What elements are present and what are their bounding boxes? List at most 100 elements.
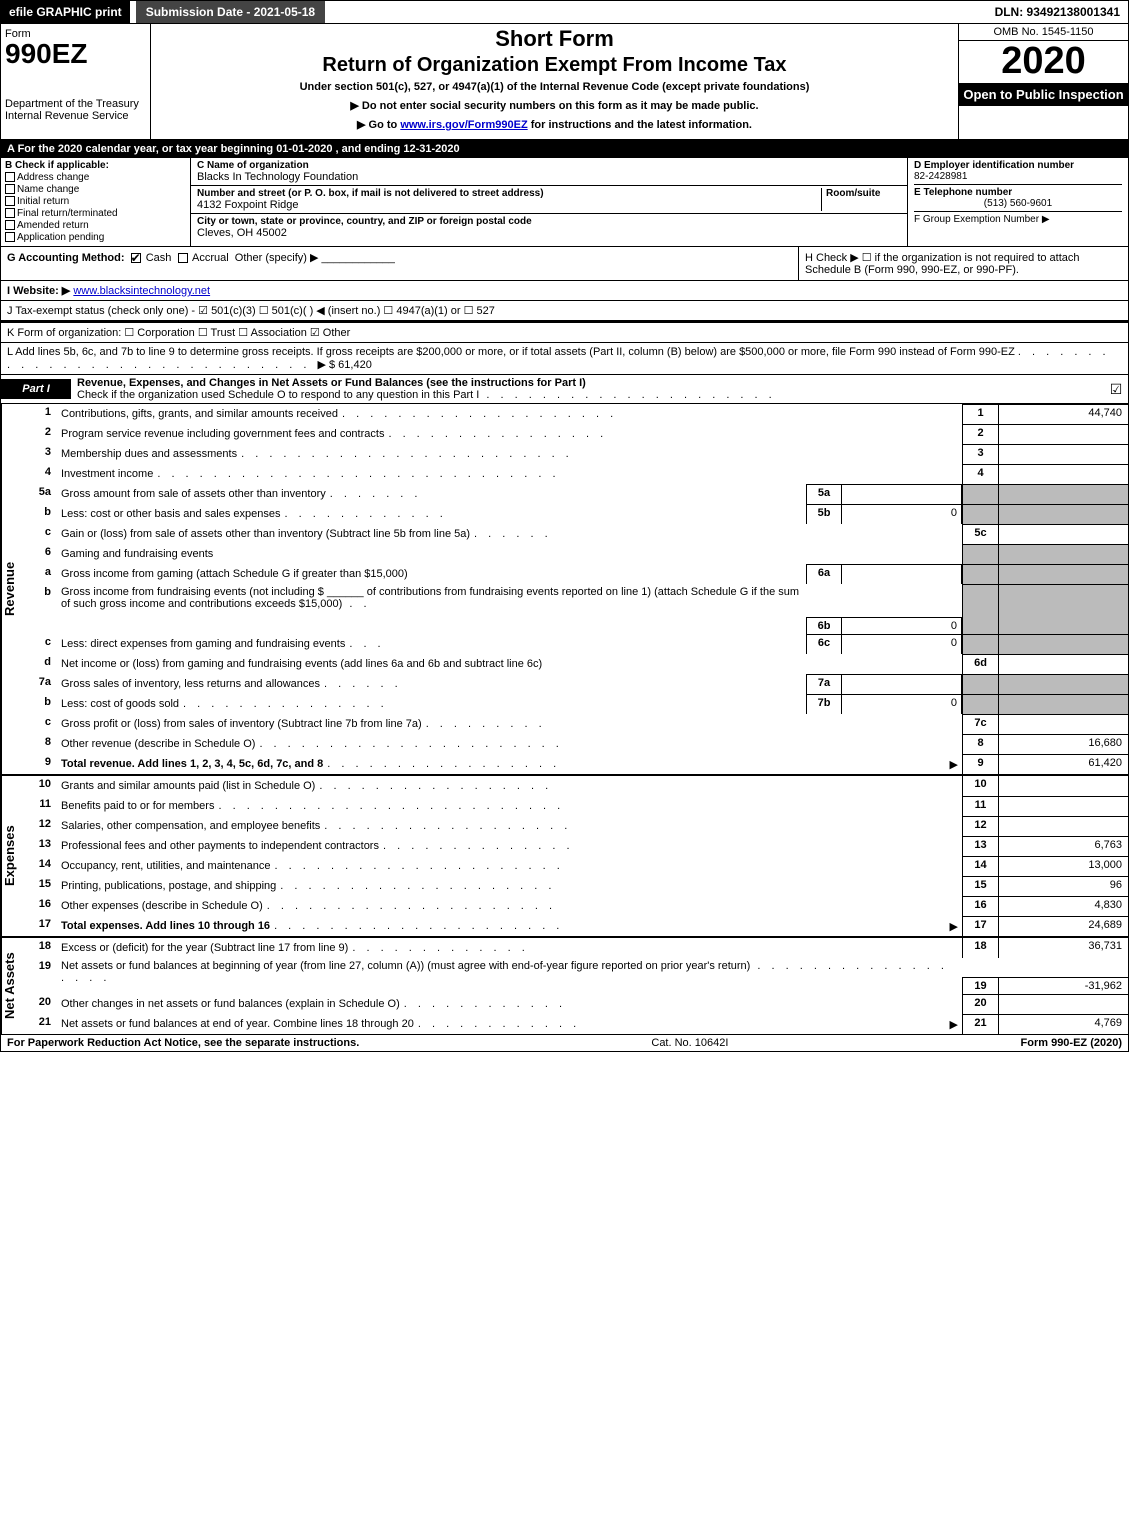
ln6c-num: c: [23, 634, 57, 654]
website-link[interactable]: www.blacksintechnology.net: [73, 285, 210, 297]
ln9-box: 9: [962, 754, 998, 774]
ein-label: D Employer identification number: [914, 160, 1122, 171]
ln7b-num: b: [23, 694, 57, 714]
ln15-num: 15: [23, 876, 57, 896]
ln21-box: 21: [962, 1014, 998, 1034]
box-b: B Check if applicable: Address change Na…: [1, 158, 191, 246]
chk-cash[interactable]: [131, 253, 141, 263]
part-1-checkbox[interactable]: ☑: [1104, 381, 1128, 398]
row-l-value: ▶ $ 61,420: [317, 359, 371, 371]
header-left: Form 990EZ Department of the Treasury In…: [1, 24, 151, 139]
ln10-desc: Grants and similar amounts paid (list in…: [61, 780, 315, 792]
ln5b-subval: 0: [842, 504, 962, 524]
cash-label: Cash: [146, 252, 172, 264]
ln2-desc: Program service revenue including govern…: [61, 428, 384, 440]
ln16-num: 16: [23, 896, 57, 916]
ln14-desc: Occupancy, rent, utilities, and maintena…: [61, 860, 271, 872]
part-1-table: Revenue 1Contributions, gifts, grants, a…: [0, 404, 1129, 1035]
footer-left: For Paperwork Reduction Act Notice, see …: [7, 1037, 359, 1049]
ln11-box: 11: [962, 796, 998, 816]
ssn-warning: ▶ Do not enter social security numbers o…: [159, 99, 950, 112]
ln6c-box: [962, 634, 998, 654]
ln7b-val: [998, 694, 1128, 714]
ln6c-subbox: 6c: [806, 634, 842, 654]
ln13-desc: Professional fees and other payments to …: [61, 840, 379, 852]
ln20-desc: Other changes in net assets or fund bala…: [61, 998, 400, 1010]
ln6a-subbox: 6a: [806, 564, 842, 584]
row-i-website: I Website: ▶ www.blacksintechnology.net: [0, 281, 1129, 301]
ln2-val: [998, 424, 1128, 444]
chk-address-change[interactable]: Address change: [5, 172, 186, 183]
efile-print-button[interactable]: efile GRAPHIC print: [1, 1, 130, 23]
ln13-num: 13: [23, 836, 57, 856]
ln6-box: [962, 544, 998, 564]
ln3-desc: Membership dues and assessments: [61, 448, 237, 460]
tax-year: 2020: [959, 41, 1128, 83]
box-c: C Name of organization Blacks In Technol…: [191, 158, 908, 246]
irs-link[interactable]: www.irs.gov/Form990EZ: [400, 119, 527, 131]
header-center: Short Form Return of Organization Exempt…: [151, 24, 958, 139]
ln8-desc: Other revenue (describe in Schedule O): [61, 738, 255, 750]
chk-final-return[interactable]: Final return/terminated: [5, 208, 186, 219]
ln6b-val: [998, 584, 1128, 634]
ln9-num: 9: [23, 754, 57, 774]
phone-value: (513) 560-9601: [914, 198, 1122, 209]
chk-accrual[interactable]: [178, 253, 188, 263]
room-label: Room/suite: [826, 188, 901, 199]
header-right: OMB No. 1545-1150 2020 Open to Public In…: [958, 24, 1128, 139]
open-public-badge: Open to Public Inspection: [959, 83, 1128, 106]
dln-number: DLN: 93492138001341: [987, 1, 1128, 23]
row-l-text: L Add lines 5b, 6c, and 7b to line 9 to …: [7, 346, 1015, 358]
chk-amended-return-label: Amended return: [17, 220, 89, 231]
ln5c-val: [998, 524, 1128, 544]
goto-post: for instructions and the latest informat…: [528, 119, 752, 131]
ln5b-num: b: [23, 504, 57, 524]
ln6a-desc: Gross income from gaming (attach Schedul…: [61, 568, 408, 580]
ein-value: 82-2428981: [914, 171, 1122, 182]
ln21-tri-icon: ▶: [950, 1018, 958, 1031]
ln7c-desc: Gross profit or (loss) from sales of inv…: [61, 718, 422, 730]
website-label: I Website: ▶: [7, 285, 70, 297]
ln4-box: 4: [962, 464, 998, 484]
goto-note: ▶ Go to www.irs.gov/Form990EZ for instru…: [159, 118, 950, 131]
chk-name-change[interactable]: Name change: [5, 184, 186, 195]
ln12-num: 12: [23, 816, 57, 836]
ln3-val: [998, 444, 1128, 464]
ln7c-box: 7c: [962, 714, 998, 734]
ln12-box: 12: [962, 816, 998, 836]
row-j-tax-exempt: J Tax-exempt status (check only one) - ☑…: [0, 301, 1129, 321]
ln20-val: [998, 994, 1128, 1014]
street-label: Number and street (or P. O. box, if mail…: [197, 188, 821, 199]
ln9-val: 61,420: [998, 754, 1128, 774]
ln7a-num: 7a: [23, 674, 57, 694]
ln6-num: 6: [23, 544, 57, 564]
ln5b-subbox: 5b: [806, 504, 842, 524]
ln6d-val: [998, 654, 1128, 674]
ln3-num: 3: [23, 444, 57, 464]
ln9-tri-icon: ▶: [950, 758, 958, 771]
ln5c-num: c: [23, 524, 57, 544]
ln6a-val: [998, 564, 1128, 584]
other-specify-label: Other (specify) ▶: [235, 252, 319, 264]
chk-application-pending[interactable]: Application pending: [5, 232, 186, 243]
chk-amended-return[interactable]: Amended return: [5, 220, 186, 231]
ln8-box: 8: [962, 734, 998, 754]
ln12-desc: Salaries, other compensation, and employ…: [61, 820, 320, 832]
ln5a-val: [998, 484, 1128, 504]
form-subtitle: Under section 501(c), 527, or 4947(a)(1)…: [159, 81, 950, 93]
ln5a-subbox: 5a: [806, 484, 842, 504]
form-number: 990EZ: [5, 40, 146, 68]
ln1-num: 1: [23, 404, 57, 424]
ln7a-box: [962, 674, 998, 694]
ln6d-num: d: [23, 654, 57, 674]
chk-address-change-label: Address change: [17, 172, 89, 183]
ln2-num: 2: [23, 424, 57, 444]
ln17-tri-icon: ▶: [950, 920, 958, 933]
ln19-box: 19: [962, 977, 998, 994]
chk-initial-return[interactable]: Initial return: [5, 196, 186, 207]
phone-label: E Telephone number: [914, 187, 1122, 198]
ln7a-subval: [842, 674, 962, 694]
ln14-box: 14: [962, 856, 998, 876]
submission-date: Submission Date - 2021-05-18: [136, 1, 325, 23]
ln18-num: 18: [23, 938, 57, 958]
